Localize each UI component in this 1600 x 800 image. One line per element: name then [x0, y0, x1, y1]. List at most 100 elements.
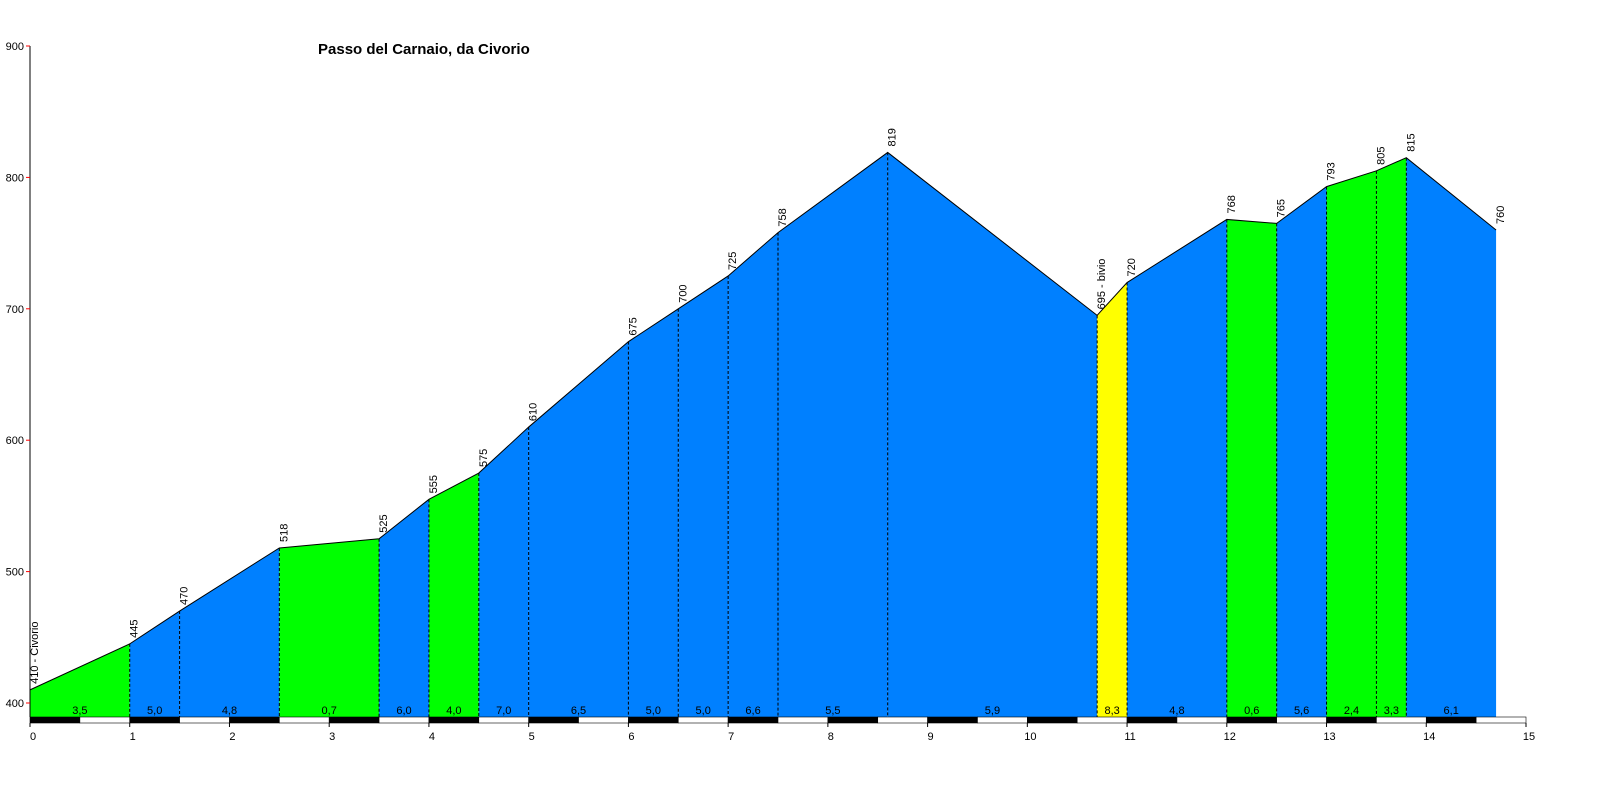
grade-label: 6,6: [745, 705, 760, 717]
grade-label: 5,0: [646, 705, 661, 717]
grade-label: 0,7: [322, 705, 337, 717]
point-label: 819: [887, 128, 899, 146]
profile-segment: [1226, 219, 1277, 717]
km-bar-block: [677, 716, 729, 724]
x-tick-label: 7: [728, 731, 734, 743]
km-bar-block: [528, 716, 579, 724]
grade-label: 6,5: [571, 705, 586, 717]
km-bar-block: [1076, 716, 1128, 724]
point-label: 815: [1405, 133, 1417, 151]
km-bar-block: [578, 716, 629, 724]
profile-segment: [778, 152, 888, 717]
km-bar-block: [279, 716, 330, 724]
x-tick-label: 3: [329, 731, 335, 743]
point-label: 470: [179, 587, 191, 605]
x-tick-label: 8: [828, 731, 834, 743]
km-bar-block: [378, 716, 430, 724]
profile-segment: [728, 232, 778, 717]
point-label: 525: [378, 514, 390, 532]
profile-segments: [30, 152, 1497, 717]
y-tick-label: 800: [6, 172, 24, 184]
profile-segment: [129, 611, 180, 717]
point-label: 720: [1126, 258, 1138, 276]
grade-label: 4,0: [446, 705, 461, 717]
km-bar-block: [229, 716, 280, 724]
profile-segment: [1276, 186, 1327, 717]
km-bar-block: [1425, 716, 1477, 724]
km-bar-block: [29, 716, 81, 724]
point-label: 555: [428, 475, 440, 493]
km-bar-block: [877, 716, 928, 724]
km-bar-block: [1226, 716, 1277, 724]
y-tick-label: 400: [6, 698, 24, 710]
profile-segment: [528, 341, 629, 717]
point-label: 575: [478, 449, 490, 467]
profile-segment: [379, 499, 429, 717]
km-bar-block: [129, 716, 180, 724]
km-bar-block: [179, 716, 230, 724]
point-label: 758: [777, 208, 789, 226]
grade-label: 6,1: [1444, 705, 1459, 717]
point-label: 700: [677, 284, 689, 302]
km-bar-block: [727, 716, 779, 724]
x-tick-label: 9: [928, 731, 934, 743]
x-tick-label: 15: [1523, 731, 1535, 743]
grade-label: 2,4: [1344, 705, 1359, 717]
profile-segment: [1376, 157, 1407, 717]
x-tick-label: 4: [429, 731, 435, 743]
grade-label: 4,8: [1169, 705, 1184, 717]
km-bar: [29, 716, 1527, 724]
km-bar-block: [1326, 716, 1377, 724]
point-label: 610: [528, 403, 540, 421]
km-bar-block: [1376, 716, 1427, 724]
grade-label: 4,8: [222, 705, 237, 717]
chart-title: Passo del Carnaio, da Civorio: [318, 41, 530, 58]
km-bar-block: [1126, 716, 1178, 724]
profile-segment: [1406, 157, 1497, 717]
profile-segment: [478, 427, 529, 717]
grade-label: 5,0: [696, 705, 711, 717]
point-label: 768: [1226, 195, 1238, 213]
segment-dividers: [129, 152, 1407, 717]
point-label: 760: [1495, 206, 1507, 224]
grade-label: 8,3: [1104, 705, 1119, 717]
point-label: 518: [278, 524, 290, 542]
km-bar-block: [478, 716, 529, 724]
grade-label: 5,5: [825, 705, 840, 717]
profile-segment: [30, 643, 130, 717]
point-labels: 410 - Civorio 445 470 518 525 555 575 610 675 700…: [29, 128, 1507, 684]
km-bar-block: [1276, 716, 1327, 724]
grade-label: 5,6: [1294, 705, 1309, 717]
y-tick-label: 700: [6, 304, 24, 316]
profile-segment: [1097, 282, 1128, 717]
grade-label: 5,9: [985, 705, 1000, 717]
x-tick-label: 14: [1423, 731, 1435, 743]
profile-segment: [428, 473, 479, 717]
grade-label: 7,0: [496, 705, 511, 717]
y-tick-label: 500: [6, 567, 24, 579]
y-tick-label: 900: [6, 41, 24, 53]
x-tick-label: 11: [1124, 731, 1135, 743]
profile-segment: [279, 538, 380, 717]
point-label: 695 - bivio: [1096, 259, 1108, 310]
km-bar-block: [827, 716, 879, 724]
km-bar-block: [628, 716, 679, 724]
x-tick-label: 12: [1224, 731, 1236, 743]
x-tick-label: 10: [1024, 731, 1036, 743]
x-tick-label: 5: [529, 731, 535, 743]
profile-segment: [1127, 219, 1227, 717]
profile-segment: [887, 152, 1098, 717]
point-label: 793: [1326, 162, 1338, 180]
km-bar-block: [977, 716, 1028, 724]
x-tick-label: 0: [30, 731, 36, 743]
km-bar-block: [777, 716, 829, 724]
grade-labels: 3,5 5,0 4,8 0,7 6,0 4,0 7,0 6,5 5,0 5,0 6,6 5,5 5,9 8…: [72, 705, 1459, 717]
point-label: 805: [1375, 146, 1387, 164]
x-tick-label: 1: [130, 731, 136, 743]
profile-segment: [678, 275, 729, 717]
point-label: 675: [627, 317, 639, 335]
km-bar-block: [927, 716, 978, 724]
point-label: 725: [727, 252, 739, 270]
